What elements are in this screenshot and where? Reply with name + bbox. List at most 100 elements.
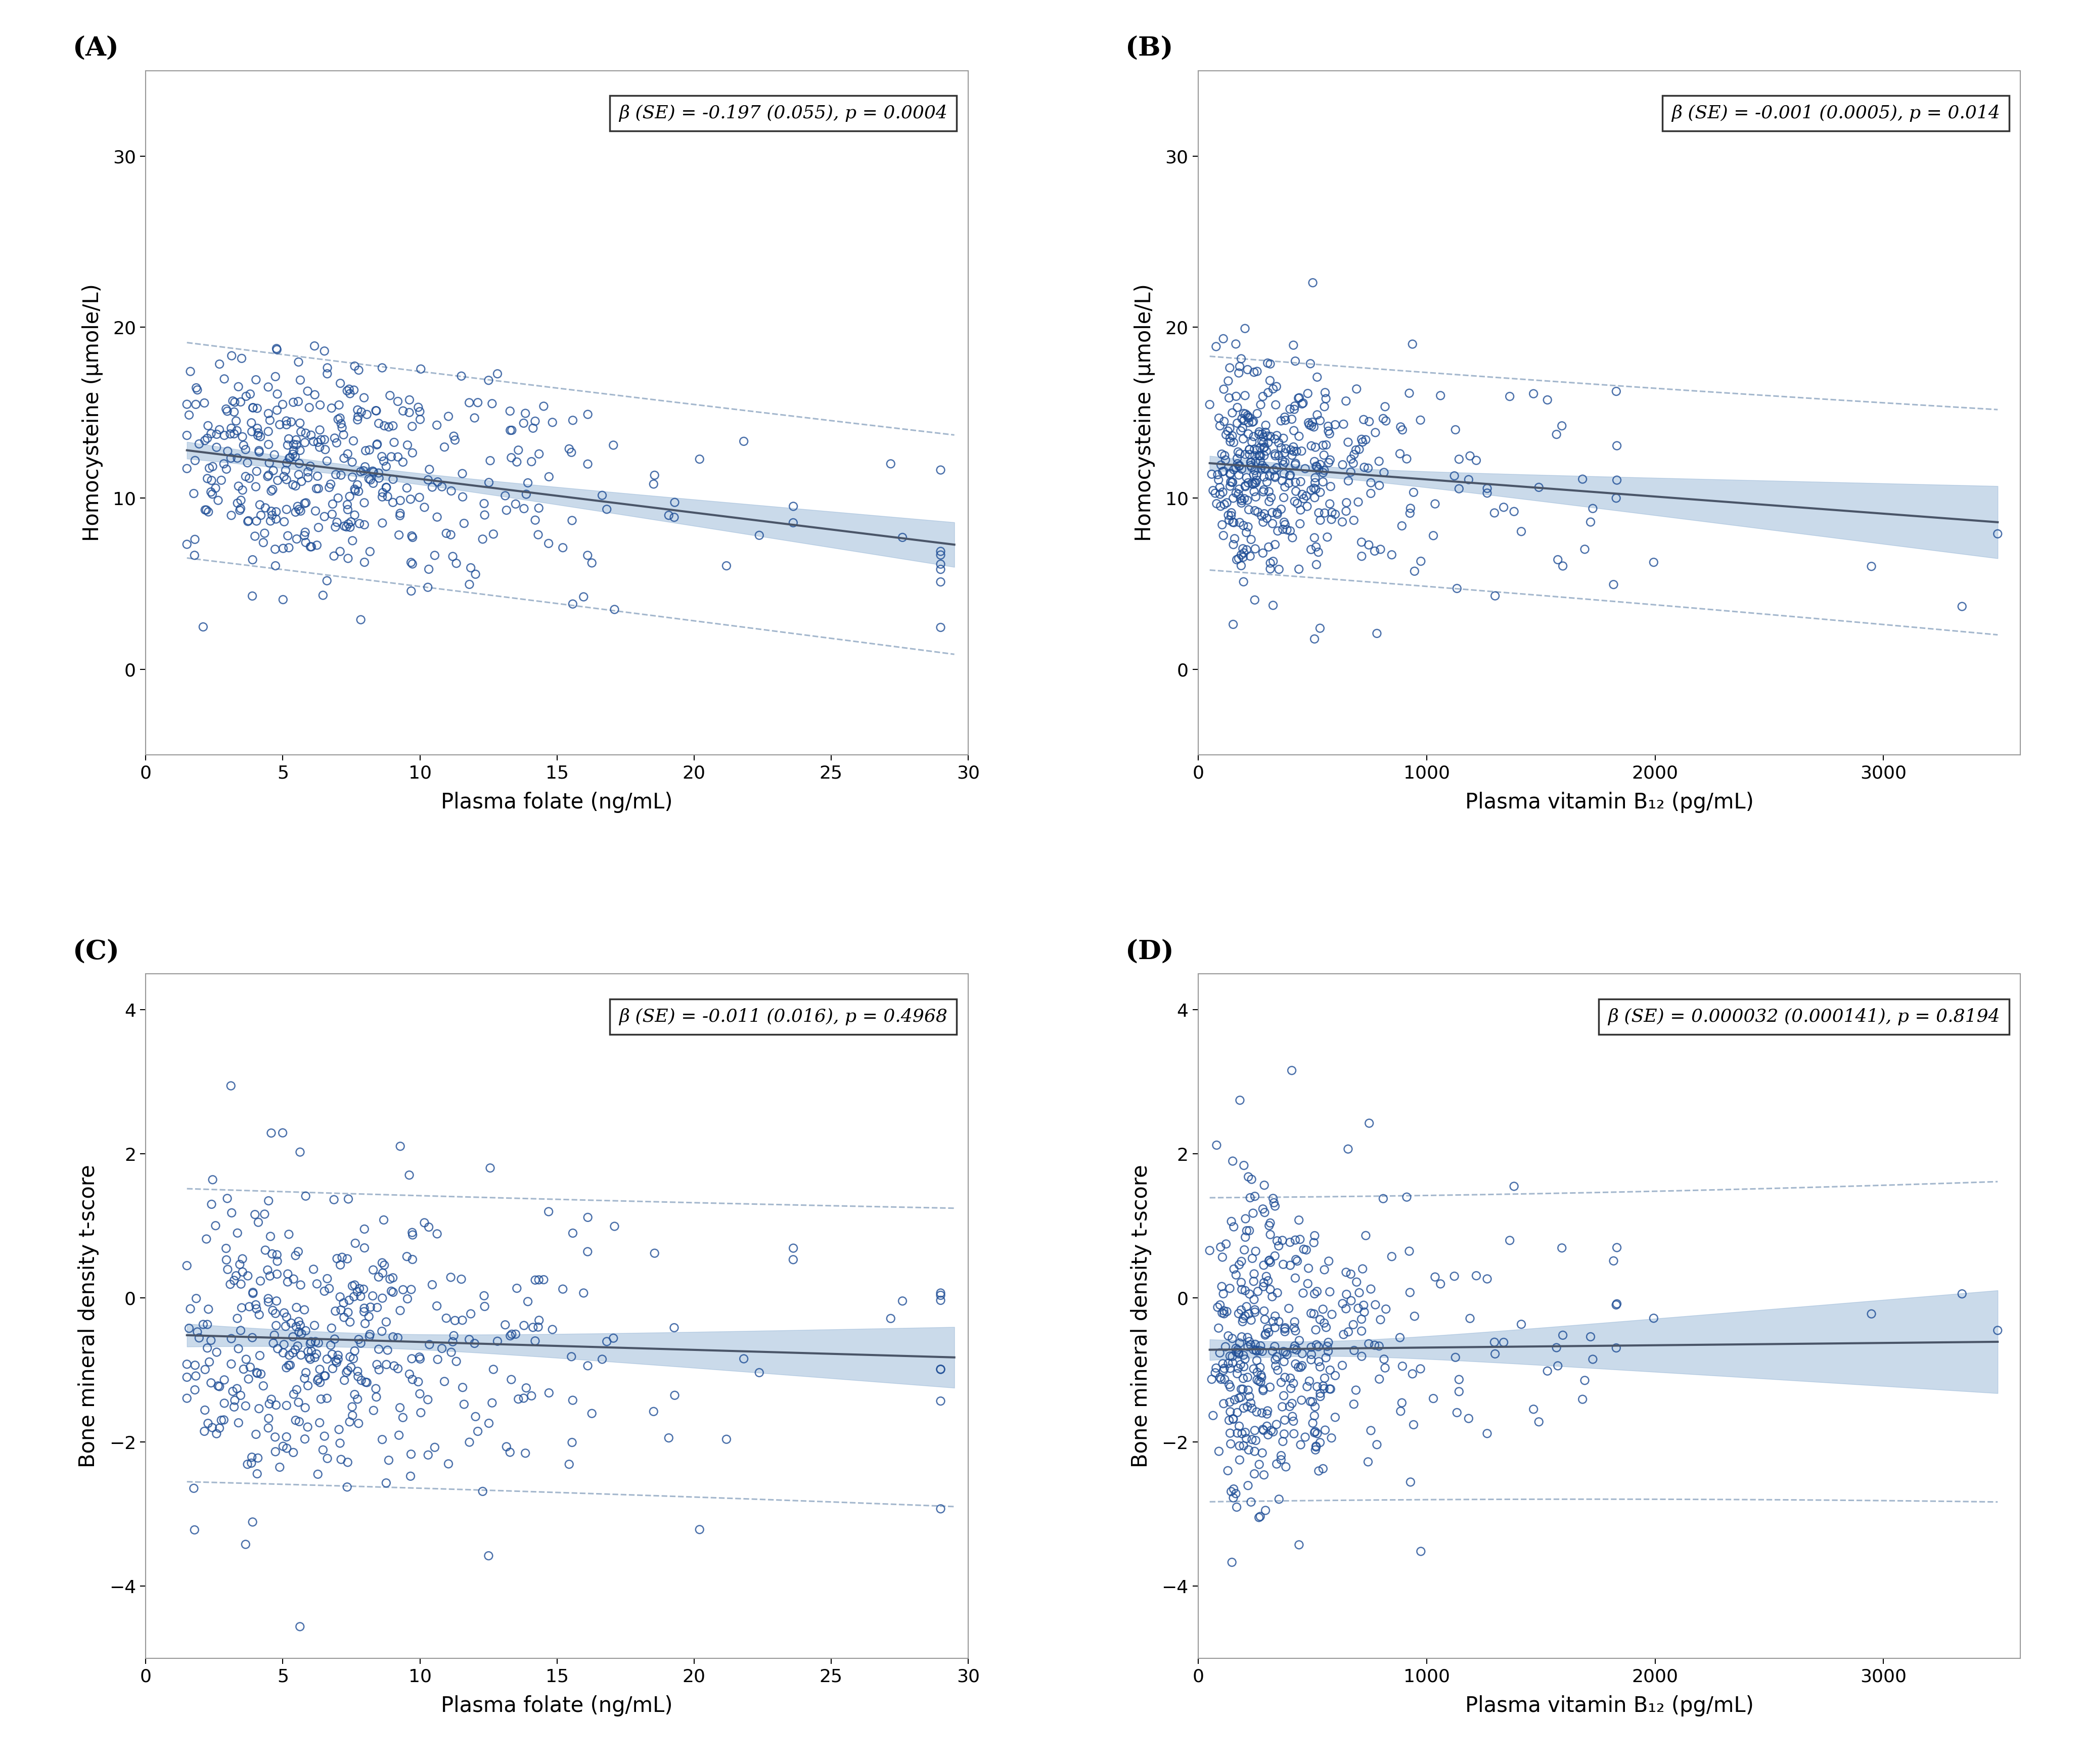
Point [1516, 379, 1550, 407]
Point [1266, 1381, 1300, 1409]
Point [337, 1344, 371, 1372]
Point [1216, 1475, 1250, 1503]
Point [381, 443, 415, 471]
Point [1219, 1337, 1252, 1365]
Point [1344, 436, 1377, 464]
Point [1279, 392, 1312, 420]
Point [235, 1448, 269, 1476]
Point [1227, 399, 1260, 427]
Point [196, 1191, 229, 1219]
Point [325, 413, 358, 441]
Point [885, 524, 919, 552]
Point [1600, 1334, 1633, 1362]
Point [240, 457, 273, 485]
Point [477, 1355, 510, 1383]
Point [1233, 1383, 1266, 1411]
Point [208, 1365, 242, 1394]
Point [1419, 1263, 1452, 1291]
Point [1352, 407, 1385, 436]
Point [196, 466, 229, 494]
Point [683, 1515, 717, 1544]
Point [319, 1297, 352, 1325]
Point [1404, 1536, 1437, 1565]
Point [1231, 404, 1264, 432]
Point [192, 1311, 225, 1339]
Point [321, 1348, 354, 1376]
Point [1212, 423, 1246, 452]
Point [1233, 452, 1266, 480]
Point [1252, 429, 1285, 457]
Point [258, 441, 292, 469]
Point [1266, 1226, 1300, 1254]
Point [1214, 427, 1248, 455]
Point [396, 524, 429, 552]
Point [1289, 482, 1323, 510]
Point [1233, 1184, 1266, 1212]
Point [535, 407, 569, 436]
Point [375, 443, 408, 471]
Point [352, 1302, 385, 1330]
Point [1194, 1237, 1227, 1265]
Point [435, 1339, 469, 1367]
Point [1273, 395, 1306, 423]
Point [210, 1256, 244, 1284]
Point [335, 1394, 369, 1422]
Point [337, 1282, 371, 1311]
Point [354, 1293, 387, 1321]
Point [394, 1439, 427, 1468]
Point [1216, 508, 1250, 536]
Point [331, 1245, 365, 1274]
Point [1269, 1364, 1302, 1392]
Point [1260, 499, 1294, 527]
Point [460, 388, 494, 416]
Point [596, 1325, 629, 1353]
Point [1233, 436, 1266, 464]
Point [1216, 1147, 1250, 1175]
Point [337, 475, 371, 503]
Point [1216, 422, 1250, 450]
Point [331, 510, 365, 538]
Point [1244, 1362, 1277, 1390]
Point [375, 1277, 408, 1305]
Point [510, 480, 544, 508]
Point [1375, 1242, 1408, 1270]
Point [298, 427, 331, 455]
Point [1273, 1251, 1306, 1279]
Point [1498, 497, 1531, 526]
Point [294, 452, 327, 480]
Point [1348, 1298, 1381, 1327]
Point [290, 529, 323, 557]
Point [310, 353, 344, 381]
Point [1237, 471, 1271, 499]
Point [1258, 462, 1291, 490]
Point [348, 510, 381, 538]
Point [210, 1235, 244, 1263]
Point [1212, 385, 1246, 413]
Point [1235, 1305, 1269, 1334]
Point [171, 1251, 204, 1279]
Point [1223, 545, 1256, 573]
Point [377, 1263, 410, 1291]
Point [1225, 1297, 1258, 1325]
Point [437, 425, 471, 453]
Point [335, 448, 369, 476]
Point [777, 1245, 810, 1274]
Point [1396, 1360, 1429, 1388]
Point [1327, 409, 1360, 437]
Point [215, 1325, 248, 1353]
Point [1346, 1342, 1379, 1371]
Point [1231, 402, 1264, 430]
Point [1396, 330, 1429, 358]
Point [1244, 1332, 1277, 1360]
Point [1266, 423, 1300, 452]
Point [652, 501, 685, 529]
Point [1314, 1300, 1348, 1328]
Point [1262, 441, 1296, 469]
Point [1237, 1461, 1271, 1489]
Point [1394, 494, 1427, 522]
Point [198, 1212, 231, 1240]
Point [1258, 1351, 1291, 1379]
Point [367, 508, 400, 536]
Point [1298, 464, 1331, 492]
Point [1214, 1397, 1248, 1425]
